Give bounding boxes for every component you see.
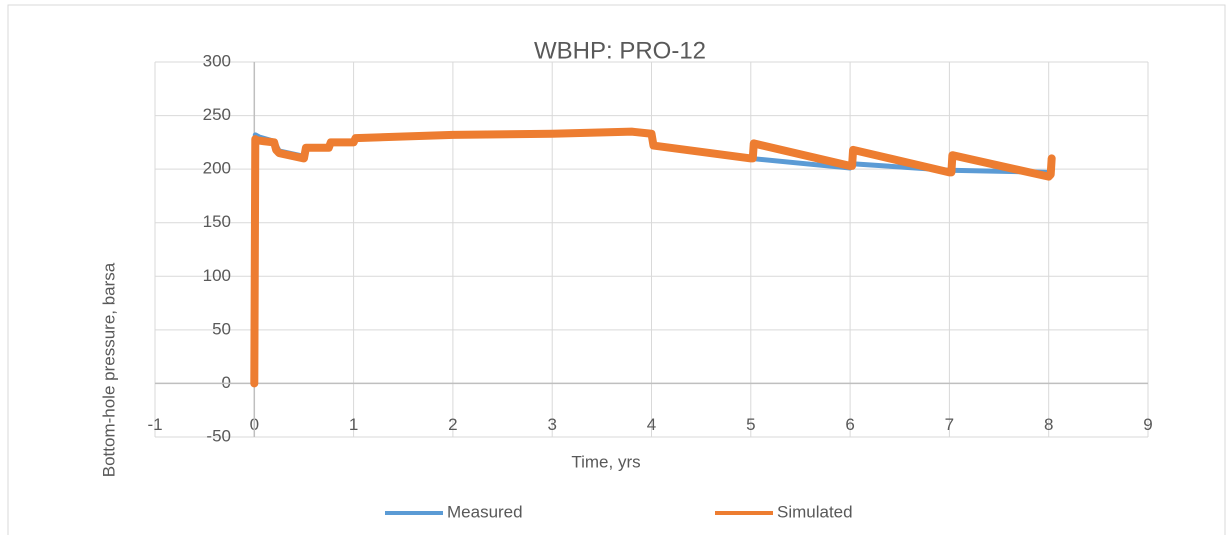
chart-title: WBHP: PRO-12 bbox=[534, 37, 706, 64]
legend-label: Measured bbox=[447, 502, 523, 521]
x-tick-label: 5 bbox=[746, 415, 755, 434]
x-tick-label: 2 bbox=[448, 415, 457, 434]
x-tick-label: 4 bbox=[647, 415, 656, 434]
legend-label: Simulated bbox=[777, 502, 853, 521]
x-tick-label: -1 bbox=[147, 415, 162, 434]
y-axis-label: Bottom-hole pressure, barsa bbox=[99, 262, 118, 477]
y-tick-label: 100 bbox=[203, 266, 231, 285]
y-tick-label: 150 bbox=[203, 212, 231, 231]
y-tick-label: 0 bbox=[222, 373, 231, 392]
series-line bbox=[250, 127, 1056, 388]
y-tick-label: 50 bbox=[212, 319, 231, 338]
x-tick-label: 6 bbox=[845, 415, 854, 434]
x-tick-label: 8 bbox=[1044, 415, 1053, 434]
x-axis-label: Time, yrs bbox=[571, 452, 640, 471]
y-tick-label: -50 bbox=[206, 426, 231, 445]
y-tick-label: 250 bbox=[203, 105, 231, 124]
x-tick-label: 9 bbox=[1143, 415, 1152, 434]
chart-border bbox=[7, 4, 1226, 535]
y-tick-label: 200 bbox=[203, 159, 231, 178]
x-tick-label: 7 bbox=[945, 415, 954, 434]
x-tick-label: 3 bbox=[547, 415, 556, 434]
x-tick-label: 1 bbox=[349, 415, 358, 434]
y-tick-label: 300 bbox=[203, 51, 231, 70]
